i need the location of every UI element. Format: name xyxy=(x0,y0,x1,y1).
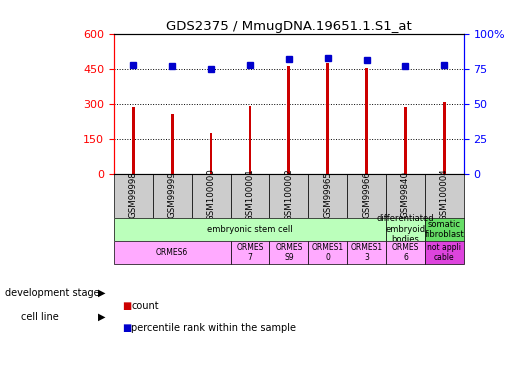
Bar xyxy=(132,107,135,174)
Text: count: count xyxy=(131,301,159,310)
Text: development stage: development stage xyxy=(5,288,100,298)
Bar xyxy=(347,174,386,217)
Bar xyxy=(114,241,231,264)
Bar xyxy=(287,66,290,174)
Bar xyxy=(386,217,425,241)
Text: GSM100000: GSM100000 xyxy=(207,169,216,221)
Text: GSM99965: GSM99965 xyxy=(323,171,332,218)
Bar xyxy=(326,63,329,174)
Text: ■: ■ xyxy=(122,301,131,310)
Bar xyxy=(192,174,231,217)
Text: ▶: ▶ xyxy=(98,312,105,322)
Bar xyxy=(308,241,347,264)
Text: ORMES
6: ORMES 6 xyxy=(392,243,419,262)
Text: GSM100002: GSM100002 xyxy=(285,169,293,221)
Bar xyxy=(386,174,425,217)
Bar xyxy=(443,102,446,174)
Bar xyxy=(269,174,308,217)
Text: GSM99966: GSM99966 xyxy=(362,171,371,218)
Text: cell line: cell line xyxy=(21,312,59,322)
Bar xyxy=(210,133,213,174)
Bar xyxy=(153,174,192,217)
Text: GSM99840: GSM99840 xyxy=(401,171,410,219)
Text: ▶: ▶ xyxy=(98,288,105,298)
Text: embryonic stem cell: embryonic stem cell xyxy=(207,225,293,234)
Bar xyxy=(425,174,464,217)
Text: ORMES1
3: ORMES1 3 xyxy=(350,243,383,262)
Bar xyxy=(114,174,153,217)
Title: GDS2375 / MmugDNA.19651.1.S1_at: GDS2375 / MmugDNA.19651.1.S1_at xyxy=(166,20,412,33)
Bar xyxy=(425,241,464,264)
Text: GSM100004: GSM100004 xyxy=(440,169,449,221)
Text: GSM99998: GSM99998 xyxy=(129,172,138,218)
Bar xyxy=(386,241,425,264)
Bar xyxy=(347,241,386,264)
Bar xyxy=(425,217,464,241)
Text: ORMES1
0: ORMES1 0 xyxy=(312,243,344,262)
Bar xyxy=(404,107,407,174)
Text: ORMES6: ORMES6 xyxy=(156,248,188,257)
Text: percentile rank within the sample: percentile rank within the sample xyxy=(131,323,296,333)
Text: ORMES
7: ORMES 7 xyxy=(236,243,263,262)
Bar xyxy=(114,217,386,241)
Bar xyxy=(269,241,308,264)
Text: ■: ■ xyxy=(122,323,131,333)
Text: GSM99999: GSM99999 xyxy=(168,172,176,218)
Text: not appli
cable: not appli cable xyxy=(427,243,461,262)
Bar xyxy=(231,241,269,264)
Bar xyxy=(308,174,347,217)
Text: differentiated
embryoid
bodies: differentiated embryoid bodies xyxy=(377,214,434,244)
Text: GSM100001: GSM100001 xyxy=(245,169,254,221)
Text: somatic
fibroblast: somatic fibroblast xyxy=(425,220,464,239)
Text: ORMES
S9: ORMES S9 xyxy=(275,243,303,262)
Bar xyxy=(249,106,251,174)
Bar xyxy=(231,174,269,217)
Bar xyxy=(365,68,368,174)
Bar xyxy=(171,114,174,174)
